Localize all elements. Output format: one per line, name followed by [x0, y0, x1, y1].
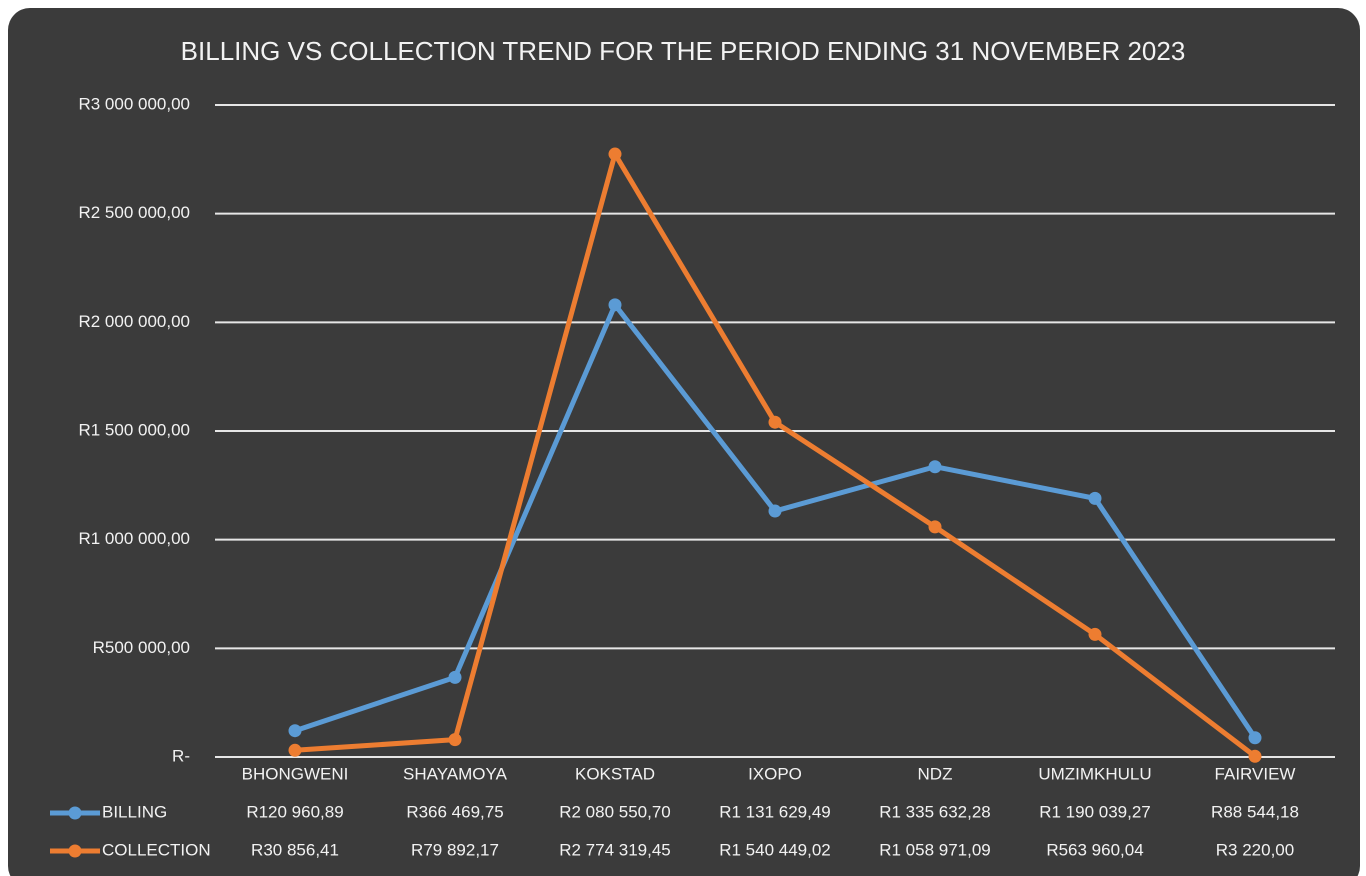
y-tick-label: R2 000 000,00: [78, 312, 190, 331]
table-value: R30 856,41: [251, 840, 339, 859]
table-value: R3 220,00: [1216, 840, 1294, 859]
table-value: R563 960,04: [1046, 840, 1143, 859]
chart-title: BILLING VS COLLECTION TREND FOR THE PERI…: [181, 36, 1186, 66]
table-value: R2 774 319,45: [559, 840, 671, 859]
x-tick-label: BHONGWENI: [242, 764, 349, 783]
chart-panel: [8, 8, 1360, 876]
data-point: [768, 504, 782, 518]
data-point: [448, 670, 462, 684]
table-value: R1 540 449,02: [719, 840, 831, 859]
y-tick-label: R3 000 000,00: [78, 94, 190, 113]
x-tick-label: IXOPO: [748, 764, 802, 783]
table-value: R1 131 629,49: [719, 802, 831, 821]
data-point: [608, 147, 622, 161]
x-tick-label: FAIRVIEW: [1215, 764, 1296, 783]
data-point: [928, 460, 942, 474]
x-tick-label: SHAYAMOYA: [403, 764, 508, 783]
y-tick-label: R2 500 000,00: [78, 203, 190, 222]
legend-key-marker: [68, 806, 82, 820]
data-point: [1248, 749, 1262, 763]
legend-label: COLLECTION: [102, 840, 211, 859]
data-point: [288, 743, 302, 757]
table-value: R2 080 550,70: [559, 802, 671, 821]
data-point: [1248, 731, 1262, 745]
data-point: [928, 520, 942, 534]
data-point: [768, 415, 782, 429]
data-point: [1088, 491, 1102, 505]
data-point: [1088, 627, 1102, 641]
table-value: R88 544,18: [1211, 802, 1299, 821]
table-value: R1 335 632,28: [879, 802, 991, 821]
table-value: R1 190 039,27: [1039, 802, 1151, 821]
legend-key-marker: [68, 844, 82, 858]
legend-label: BILLING: [102, 802, 167, 821]
table-value: R120 960,89: [246, 802, 343, 821]
x-tick-label: KOKSTAD: [575, 764, 655, 783]
table-value: R1 058 971,09: [879, 840, 991, 859]
x-tick-label: NDZ: [918, 764, 953, 783]
y-tick-label: R500 000,00: [93, 638, 190, 657]
data-point: [608, 298, 622, 312]
y-tick-label: R1 000 000,00: [78, 529, 190, 548]
table-value: R366 469,75: [406, 802, 503, 821]
y-tick-label: R1 500 000,00: [78, 420, 190, 439]
table-value: R79 892,17: [411, 840, 499, 859]
data-point: [288, 724, 302, 738]
data-point: [448, 733, 462, 747]
x-tick-label: UMZIMKHULU: [1038, 764, 1151, 783]
y-tick-label: R-: [172, 746, 190, 765]
